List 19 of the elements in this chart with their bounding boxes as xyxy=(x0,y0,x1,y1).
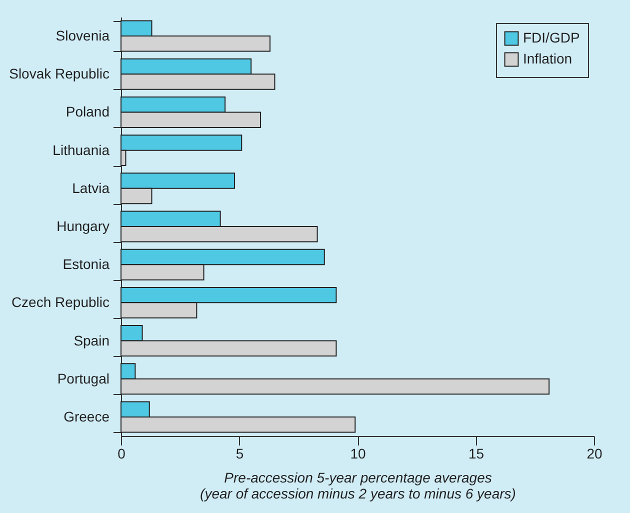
y-tick-label: Hungary xyxy=(56,218,110,234)
y-tick-label: Czech Republic xyxy=(11,294,110,310)
x-tick-label: 5 xyxy=(236,446,244,462)
y-tick-label: Slovak Republic xyxy=(9,66,110,82)
x-axis-title: Pre-accession 5-year percentage averages (year of accession minus 2 years to minus 6 years) xyxy=(200,470,516,502)
x-tick-label: 0 xyxy=(118,446,126,462)
x-tick-label: 15 xyxy=(468,446,484,462)
legend-label: Inflation xyxy=(523,50,572,66)
y-tick-label: Latvia xyxy=(72,180,110,196)
y-tick-label: Slovenia xyxy=(56,28,110,44)
y-tick-label: Poland xyxy=(66,104,110,120)
legend-label: FDI/GDP xyxy=(523,30,580,46)
y-tick-label: Spain xyxy=(74,332,110,348)
y-tick-label: Estonia xyxy=(62,256,110,272)
y-tick-label: Portugal xyxy=(57,370,110,386)
y-tick-label: Lithuania xyxy=(52,142,110,158)
y-tick-label: Greece xyxy=(64,408,110,424)
x-tick-label: 10 xyxy=(350,446,366,462)
x-tick-label: 20 xyxy=(586,446,602,462)
